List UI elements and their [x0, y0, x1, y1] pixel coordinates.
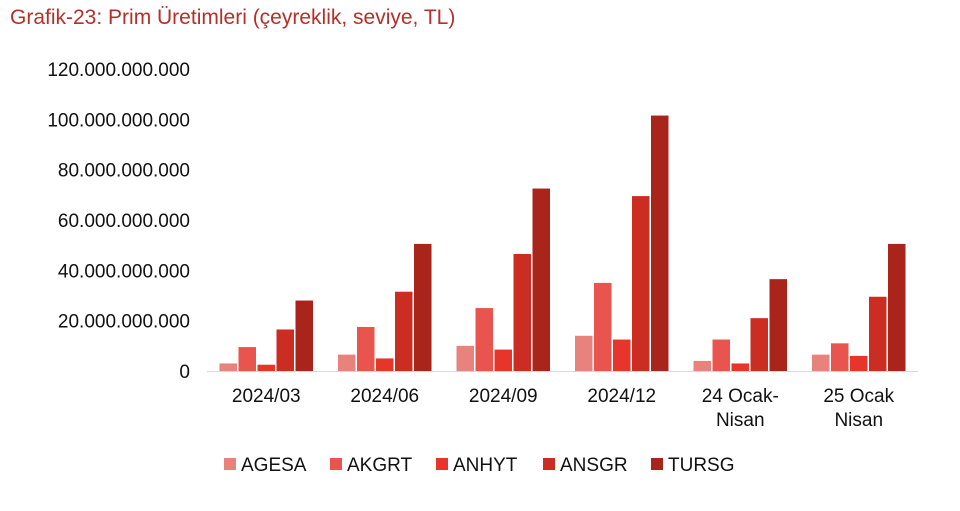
bar-tursg [651, 115, 669, 371]
y-tick-label: 60.000.000.000 [58, 211, 190, 232]
legend-label-agesa: AGESA [241, 455, 307, 476]
bar-ansgr [513, 253, 531, 371]
bar-akgrt [594, 282, 612, 371]
bar-tursg [295, 300, 313, 371]
bar-tursg [414, 243, 432, 371]
bar-anhyt [613, 339, 631, 371]
y-tick-label: 120.000.000.000 [47, 60, 190, 81]
bar-akgrt [831, 343, 849, 371]
bar-agesa [575, 335, 593, 371]
bars [219, 115, 906, 371]
bar-ansgr [869, 296, 887, 371]
legend-label-ansgr: ANSGR [560, 455, 628, 476]
x-tick-label: Nisan [716, 410, 765, 431]
legend-swatch-ansgr [543, 458, 555, 470]
bar-akgrt [238, 347, 256, 371]
bar-tursg [532, 188, 550, 371]
bar-tursg [769, 279, 787, 371]
bar-anhyt [731, 363, 749, 371]
legend-swatch-tursg [651, 458, 663, 470]
x-tick-label: 24 Ocak- [702, 386, 779, 407]
legend-label-anhyt: ANHYT [453, 455, 518, 476]
x-tick-label: 2024/06 [350, 386, 419, 407]
bar-agesa [456, 345, 474, 371]
bar-akgrt [475, 308, 493, 371]
bar-agesa [693, 360, 711, 371]
x-tick-label: 2024/12 [587, 386, 656, 407]
bar-ansgr [395, 291, 413, 371]
legend-swatch-anhyt [436, 458, 448, 470]
legend-swatch-akgrt [330, 458, 342, 470]
legend: AGESA AKGRT ANHYT ANSGR TURSG [224, 455, 735, 476]
bar-ansgr [276, 329, 294, 371]
y-tick-label: 80.000.000.000 [58, 161, 190, 182]
y-tick-label: 20.000.000.000 [58, 312, 190, 333]
bar-anhyt [494, 349, 512, 371]
x-tick-label: 2024/09 [469, 386, 538, 407]
legend-label-tursg: TURSG [668, 455, 735, 476]
bar-akgrt [357, 326, 375, 371]
bar-agesa [219, 363, 237, 371]
legend-label-akgrt: AKGRT [347, 455, 413, 476]
x-axis: 2024/03 2024/06 2024/09 2024/12 24 Ocak- Nisa… [232, 386, 895, 431]
x-tick-label: Nisan [834, 410, 883, 431]
bar-tursg [888, 243, 906, 371]
bar-ansgr [632, 196, 650, 371]
bar-agesa [338, 354, 356, 371]
x-tick-label: 25 Ocak [823, 386, 894, 407]
y-axis: 0 20.000.000.000 40.000.000.000 60.000.000.… [47, 60, 190, 383]
y-tick-label: 100.000.000.000 [47, 110, 190, 131]
chart-title: Grafik-23: Prim Üretimleri (çeyreklik, s… [10, 6, 456, 29]
x-tick-label: 2024/03 [232, 386, 301, 407]
bar-ansgr [750, 318, 768, 371]
legend-swatch-agesa [224, 458, 236, 470]
bar-agesa [812, 354, 830, 371]
bar-anhyt [376, 358, 394, 371]
y-tick-label: 40.000.000.000 [58, 261, 190, 282]
bar-akgrt [712, 339, 730, 371]
bar-anhyt [850, 355, 868, 371]
y-tick-label: 0 [179, 362, 190, 383]
bar-anhyt [257, 364, 275, 371]
